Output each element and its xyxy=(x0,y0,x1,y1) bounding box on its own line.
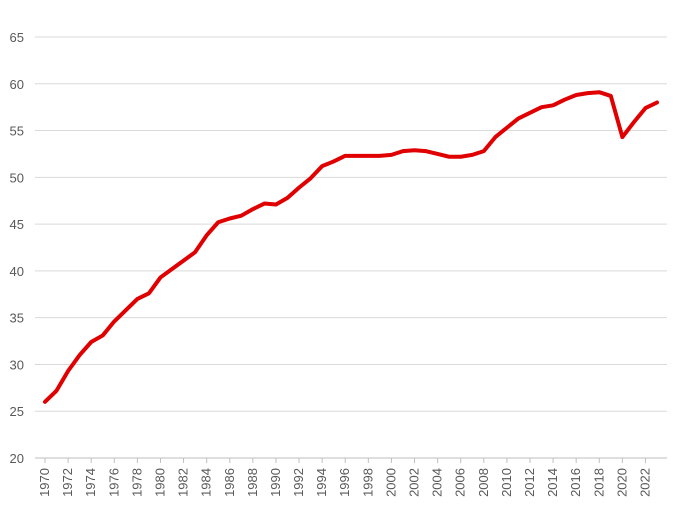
x-tick-label: 2004 xyxy=(430,468,445,497)
x-tick-label: 2010 xyxy=(499,468,514,497)
y-tick-label: 25 xyxy=(10,404,24,419)
x-tick-label: 1970 xyxy=(37,468,52,497)
x-tick-label: 1990 xyxy=(268,468,283,497)
x-tick-label: 2018 xyxy=(591,468,606,497)
y-tick-label: 50 xyxy=(10,170,24,185)
x-tick-label: 1992 xyxy=(291,468,306,497)
series-line xyxy=(43,90,659,404)
x-tick-label: 1996 xyxy=(337,468,352,497)
x-tick-label: 1972 xyxy=(60,468,75,497)
x-tick-label: 1994 xyxy=(314,468,329,497)
y-tick-label: 65 xyxy=(10,30,24,45)
x-tick-label: 2016 xyxy=(568,468,583,497)
x-tick-label: 2012 xyxy=(522,468,537,497)
y-tick-label: 30 xyxy=(10,357,24,372)
y-axis: 20 25 30 35 40 45 50 55 60 65 xyxy=(10,30,24,466)
y-tick-label: 40 xyxy=(10,264,24,279)
x-tick-label: 1978 xyxy=(129,468,144,497)
x-tick-label: 2020 xyxy=(614,468,629,497)
x-tick-label: 1984 xyxy=(199,468,214,497)
x-tick-label: 1986 xyxy=(222,468,237,497)
x-tick-label: 2022 xyxy=(637,468,652,497)
x-tick-label: 2008 xyxy=(476,468,491,497)
x-tick-label: 1976 xyxy=(106,468,121,497)
x-tick-label: 1980 xyxy=(152,468,167,497)
y-tick-label: 55 xyxy=(10,124,24,139)
y-tick-label: 60 xyxy=(10,77,24,92)
x-axis: 1970 1972 1974 1976 1978 1980 1982 1984 1986 1988… xyxy=(35,457,667,497)
y-tick-label: 35 xyxy=(10,311,24,326)
x-tick-label: 1974 xyxy=(83,468,98,497)
y-tick-label: 45 xyxy=(10,217,24,232)
x-tick-label: 2014 xyxy=(545,468,560,497)
x-tick-label: 2002 xyxy=(407,468,422,497)
x-tick-label: 2006 xyxy=(453,468,468,497)
y-tick-label: 20 xyxy=(10,451,24,466)
x-tick-label: 1988 xyxy=(245,468,260,497)
x-tick-label: 1998 xyxy=(360,468,375,497)
x-tick-label: 1982 xyxy=(176,468,191,497)
x-tick-label: 2000 xyxy=(383,468,398,497)
gridlines xyxy=(35,36,667,412)
series-layer xyxy=(43,90,659,404)
